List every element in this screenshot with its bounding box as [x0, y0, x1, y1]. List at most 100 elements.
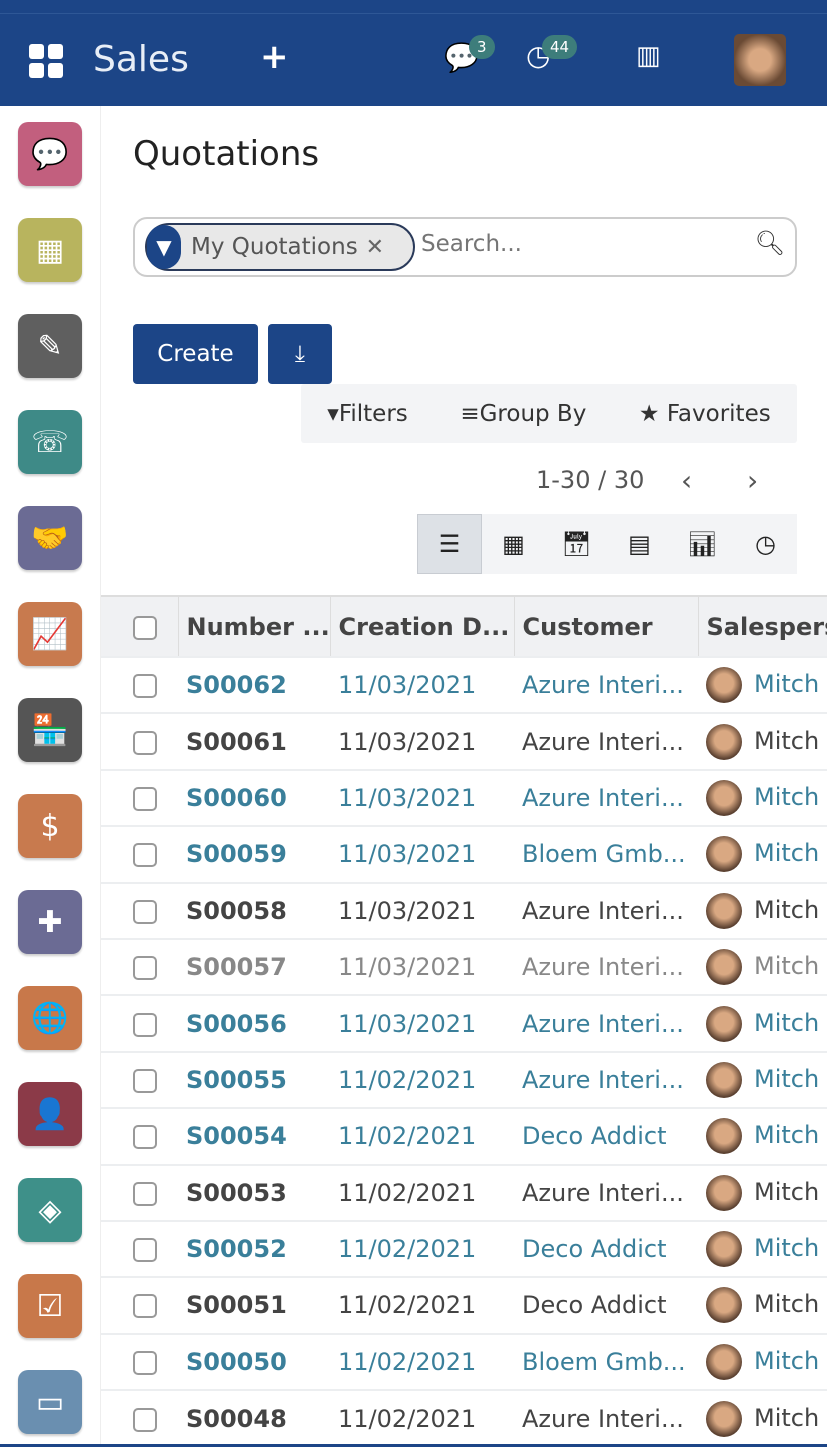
order-number[interactable]: S00050: [178, 1332, 330, 1391]
pivot-view-icon[interactable]: ▤: [628, 530, 651, 558]
table-header: Number ... Creation D... Customer Salesp…: [101, 595, 827, 657]
create-button[interactable]: Create: [133, 324, 258, 384]
crm-handshake-icon[interactable]: 🤝: [18, 506, 82, 570]
order-number[interactable]: S00061: [178, 712, 330, 770]
row-checkbox[interactable]: [133, 1125, 157, 1150]
notes-icon[interactable]: ✎: [18, 314, 82, 378]
table-row[interactable]: S00055 11/02/2021 Azure Interi... Mitch: [101, 1050, 827, 1109]
apps-puzzle-icon[interactable]: ✚: [18, 890, 82, 954]
favorites-button[interactable]: ★ Favorites: [638, 400, 771, 427]
graph-view-icon[interactable]: 📊︎: [687, 530, 718, 558]
row-checkbox[interactable]: [133, 1294, 157, 1319]
shop-icon[interactable]: 🏪: [18, 698, 82, 762]
row-checkbox[interactable]: [133, 730, 157, 755]
avatar: [706, 1005, 742, 1042]
column-header-number[interactable]: Number ...: [178, 595, 331, 657]
search-icon[interactable]: 🔍︎: [754, 229, 785, 257]
row-checkbox[interactable]: [133, 1068, 157, 1093]
kanban-view-icon[interactable]: ▦: [502, 530, 525, 558]
order-number[interactable]: S00057: [178, 937, 330, 996]
discuss-icon[interactable]: 💬: [18, 122, 82, 186]
row-checkbox[interactable]: [133, 1181, 157, 1206]
creation-date: 11/03/2021: [330, 768, 514, 827]
avatar: [706, 1118, 742, 1155]
events-ticket-icon[interactable]: ◈: [18, 1178, 82, 1242]
sales-chart-icon[interactable]: 📈: [18, 602, 82, 666]
table-row[interactable]: S00061 11/03/2021 Azure Interi... Mitch: [101, 712, 827, 770]
order-number[interactable]: S00051: [178, 1276, 330, 1334]
order-number[interactable]: S00048: [178, 1389, 330, 1447]
order-number[interactable]: S00062: [178, 655, 330, 714]
order-number[interactable]: S00060: [178, 768, 330, 827]
table-row[interactable]: S00062 11/03/2021 Azure Interi... Mitch: [101, 655, 827, 714]
user-avatar[interactable]: [734, 34, 786, 86]
salesperson: Mitch: [698, 1276, 827, 1334]
customer: Azure Interi...: [514, 881, 698, 939]
surveys-icon[interactable]: ☑: [18, 1274, 82, 1338]
quick-create-plus-icon[interactable]: +: [260, 37, 289, 77]
table-row[interactable]: S00053 11/02/2021 Azure Interi... Mitch: [101, 1163, 827, 1221]
remove-facet-icon[interactable]: ✕: [365, 234, 385, 260]
search-input[interactable]: [421, 231, 741, 257]
row-checkbox[interactable]: [133, 956, 157, 981]
order-number[interactable]: S00059: [178, 825, 330, 883]
list-view-icon[interactable]: ☰: [417, 514, 482, 574]
customer: Azure Interi...: [514, 1050, 698, 1109]
table-row[interactable]: S00052 11/02/2021 Deco Addict Mitch: [101, 1219, 827, 1278]
row-checkbox[interactable]: [133, 843, 157, 868]
invoicing-icon[interactable]: $: [18, 794, 82, 858]
table-row[interactable]: S00048 11/02/2021 Azure Interi... Mitch: [101, 1389, 827, 1447]
order-number[interactable]: S00058: [178, 881, 330, 939]
calendar-icon[interactable]: ▦: [18, 218, 82, 282]
table-row[interactable]: S00060 11/03/2021 Azure Interi... Mitch: [101, 768, 827, 827]
column-header-customer[interactable]: Customer: [514, 595, 699, 657]
order-number[interactable]: S00054: [178, 1107, 330, 1165]
avatar: [706, 949, 742, 986]
row-checkbox[interactable]: [133, 674, 157, 699]
order-number[interactable]: S00052: [178, 1219, 330, 1278]
creation-date: 11/02/2021: [330, 1050, 514, 1109]
group-by-button[interactable]: ≡Group By: [460, 400, 587, 427]
order-number[interactable]: S00055: [178, 1050, 330, 1109]
row-checkbox[interactable]: [133, 1012, 157, 1037]
filters-button[interactable]: ▾Filters: [327, 400, 408, 427]
salesperson: Mitch: [698, 1107, 827, 1165]
row-checkbox[interactable]: [133, 899, 157, 924]
row-checkbox[interactable]: [133, 1238, 157, 1263]
row-checkbox[interactable]: [133, 1350, 157, 1375]
activities-badge: 44: [542, 35, 578, 59]
customer: Azure Interi...: [514, 1389, 698, 1447]
order-number[interactable]: S00053: [178, 1163, 330, 1221]
salesperson: Mitch: [698, 1389, 827, 1447]
website-globe-icon[interactable]: 🌐: [18, 986, 82, 1050]
activity-view-icon[interactable]: ◷: [755, 530, 776, 558]
column-header-salesperson[interactable]: Salespers: [698, 595, 827, 657]
table-row[interactable]: S00054 11/02/2021 Deco Addict Mitch: [101, 1107, 827, 1165]
pager-previous-icon[interactable]: ‹: [681, 464, 693, 497]
table-row[interactable]: S00058 11/03/2021 Azure Interi... Mitch: [101, 881, 827, 939]
calendar-view-icon[interactable]: 📅︎: [561, 530, 592, 558]
table-row[interactable]: S00051 11/02/2021 Deco Addict Mitch: [101, 1276, 827, 1334]
creation-date: 11/03/2021: [330, 994, 514, 1052]
order-number[interactable]: S00056: [178, 994, 330, 1052]
table-row[interactable]: S00059 11/03/2021 Bloem Gmb... Mitch: [101, 825, 827, 883]
table-row[interactable]: S00050 11/02/2021 Bloem Gmb... Mitch: [101, 1332, 827, 1391]
pager-next-icon[interactable]: ›: [747, 464, 759, 497]
elearning-icon[interactable]: 👤: [18, 1082, 82, 1146]
row-checkbox[interactable]: [133, 1407, 157, 1432]
export-download-icon[interactable]: ⤓: [268, 324, 332, 384]
salesperson: Mitch: [698, 1332, 827, 1391]
table-row[interactable]: S00057 11/03/2021 Azure Interi... Mitch: [101, 937, 827, 996]
avatar: [706, 892, 742, 929]
row-checkbox[interactable]: [133, 786, 157, 811]
app-menu-icon[interactable]: [29, 44, 63, 78]
contacts-icon[interactable]: ☏: [18, 410, 82, 474]
table-row[interactable]: S00056 11/03/2021 Azure Interi... Mitch: [101, 994, 827, 1052]
company-building-icon[interactable]: ▥: [636, 41, 661, 71]
apps-sidebar: 💬 ▦ ✎ ☏ 🤝 📈 🏪 $ ✚ 🌐 👤 ◈ ☑ ▭: [0, 106, 100, 1447]
payment-card-icon[interactable]: ▭: [18, 1370, 82, 1434]
select-all-checkbox[interactable]: [133, 615, 157, 640]
top-navbar: Sales + 💬 3 ◷ 44 ▥: [0, 0, 827, 106]
column-header-creation-date[interactable]: Creation D...: [330, 595, 515, 657]
pager-value[interactable]: 1-30 / 30: [536, 466, 645, 494]
